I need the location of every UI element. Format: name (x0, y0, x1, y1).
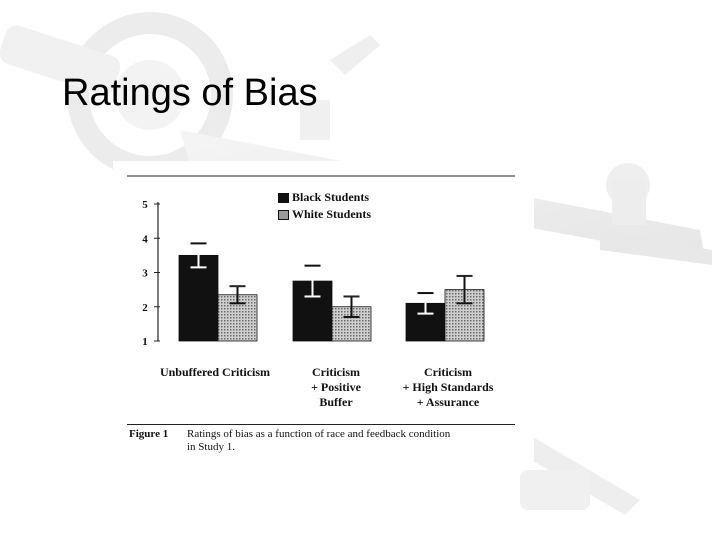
figure-caption: Figure 1 Ratings of bias as a function of… (129, 428, 519, 454)
category-label-line: Unbuffered Criticism (159, 365, 271, 379)
category-label-positive-buffer: Criticism + Positive Buffer (271, 365, 401, 410)
legend-swatch-black (278, 193, 289, 204)
y-tick-label: 2 (142, 302, 148, 314)
caption-text-line2: in Study 1. (187, 441, 235, 453)
legend-item-white-students: White Students (278, 207, 371, 222)
figure-panel: 1 2 3 4 5 Black Students White Students Unbu… (113, 161, 534, 462)
bar-chart: 1 2 3 4 5 (127, 175, 515, 348)
y-tick-label: 5 (142, 199, 148, 211)
caption-rule (127, 424, 515, 425)
category-label-line: Criticism (312, 365, 360, 379)
slide-title: Ratings of Bias (62, 72, 318, 114)
category-label-unbuffered: Unbuffered Criticism (150, 365, 280, 380)
category-label-line: + Assurance (416, 395, 480, 409)
category-label-line: Criticism (424, 365, 472, 379)
category-label-high-standards: Criticism + High Standards + Assurance (383, 365, 513, 410)
y-tick-label: 3 (142, 268, 148, 280)
category-label-line: + High Standards (402, 380, 494, 394)
y-tick-label: 4 (142, 233, 148, 245)
legend-item-black-students: Black Students (278, 190, 369, 205)
legend-label: White Students (292, 207, 372, 221)
legend-swatch-white (278, 210, 289, 221)
caption-text: Ratings of bias as a function of race an… (187, 428, 451, 440)
category-label-line: Buffer (319, 395, 353, 409)
bar-black-0 (178, 254, 219, 342)
caption-figure-number: Figure 1 (129, 428, 169, 440)
legend-label: Black Students (292, 190, 370, 204)
y-tick-label: 1 (142, 336, 148, 348)
category-label-line: + Positive (311, 380, 361, 394)
